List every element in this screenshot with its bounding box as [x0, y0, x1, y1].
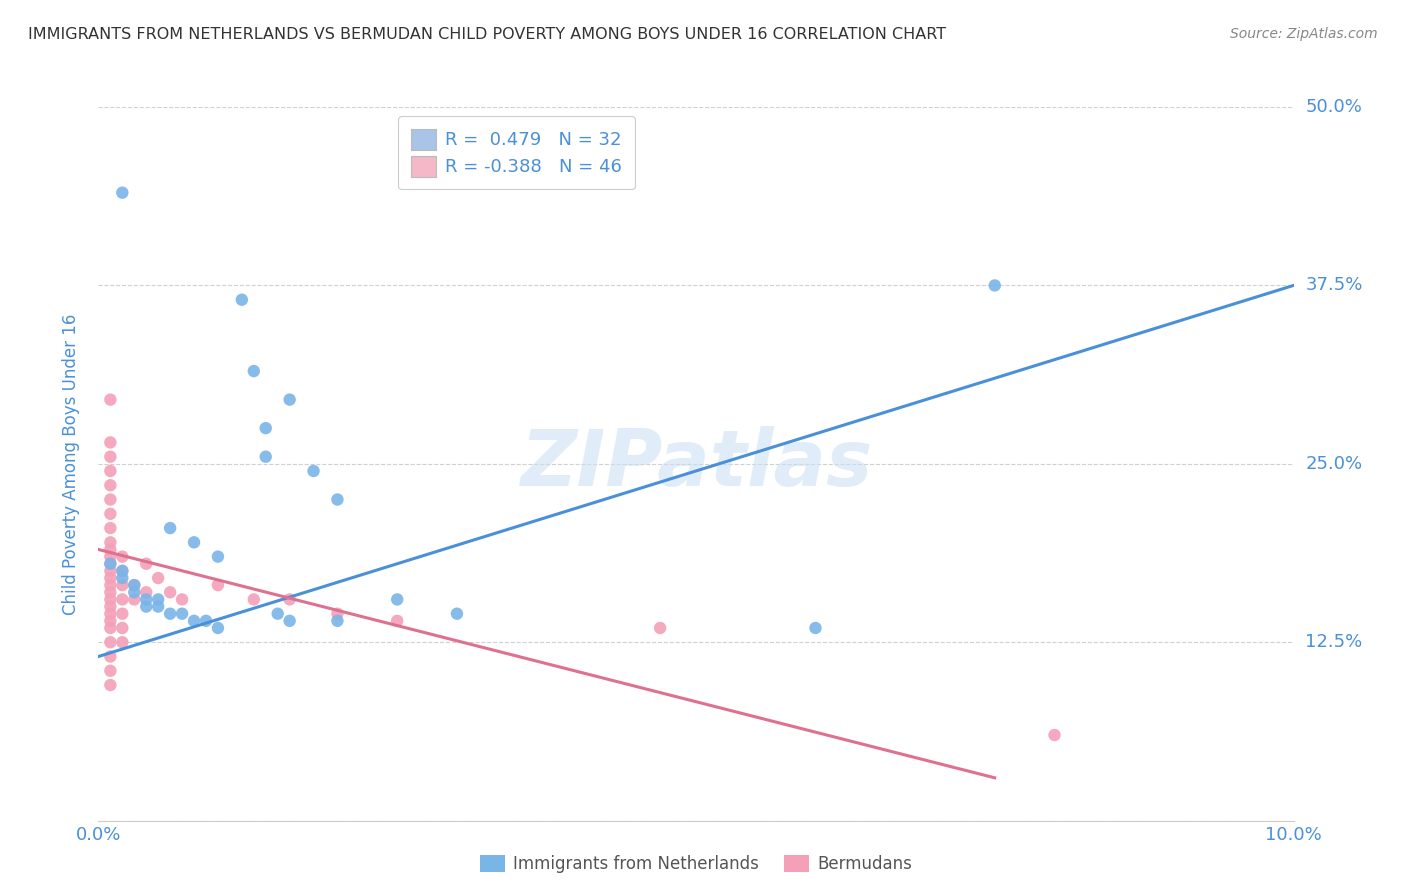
Text: ZIPatlas: ZIPatlas	[520, 425, 872, 502]
Point	[111, 186, 134, 200]
Point	[302, 464, 325, 478]
Point	[243, 592, 266, 607]
Point	[172, 607, 194, 621]
Point	[804, 621, 827, 635]
Point	[111, 564, 134, 578]
Point	[111, 621, 134, 635]
Point	[135, 585, 157, 599]
Point	[135, 592, 157, 607]
Point	[278, 614, 301, 628]
Point	[194, 614, 218, 628]
Point	[98, 649, 122, 664]
Point	[183, 614, 205, 628]
Point	[326, 607, 349, 621]
Point	[98, 621, 122, 635]
Point	[98, 564, 122, 578]
Point	[1043, 728, 1066, 742]
Point	[98, 535, 122, 549]
Point	[267, 607, 290, 621]
Point	[124, 592, 146, 607]
Point	[111, 592, 134, 607]
Legend: Immigrants from Netherlands, Bermudans: Immigrants from Netherlands, Bermudans	[472, 848, 920, 880]
Point	[159, 521, 181, 535]
Point	[111, 578, 134, 592]
Point	[98, 435, 122, 450]
Point	[148, 599, 170, 614]
Point	[98, 599, 122, 614]
Point	[98, 542, 122, 557]
Point	[98, 549, 122, 564]
Point	[207, 549, 229, 564]
Point	[98, 464, 122, 478]
Point	[159, 585, 181, 599]
Text: IMMIGRANTS FROM NETHERLANDS VS BERMUDAN CHILD POVERTY AMONG BOYS UNDER 16 CORREL: IMMIGRANTS FROM NETHERLANDS VS BERMUDAN …	[28, 27, 946, 42]
Point	[648, 621, 672, 635]
Point	[254, 450, 277, 464]
Point	[385, 592, 409, 607]
Point	[124, 578, 146, 592]
Point	[98, 678, 122, 692]
Point	[98, 492, 122, 507]
Point	[135, 599, 157, 614]
Point	[98, 450, 122, 464]
Point	[98, 392, 122, 407]
Point	[148, 592, 170, 607]
Point	[148, 571, 170, 585]
Point	[98, 521, 122, 535]
Point	[98, 635, 122, 649]
Point	[111, 607, 134, 621]
Point	[326, 614, 349, 628]
Y-axis label: Child Poverty Among Boys Under 16: Child Poverty Among Boys Under 16	[62, 313, 80, 615]
Point	[135, 557, 157, 571]
Point	[159, 607, 181, 621]
Text: 50.0%: 50.0%	[1305, 98, 1362, 116]
Point	[98, 557, 122, 571]
Point	[124, 585, 146, 599]
Point	[207, 578, 229, 592]
Point	[98, 478, 122, 492]
Point	[98, 592, 122, 607]
Point	[98, 664, 122, 678]
Point	[98, 571, 122, 585]
Point	[326, 492, 349, 507]
Point	[983, 278, 1005, 293]
Point	[278, 592, 301, 607]
Point	[111, 549, 134, 564]
Point	[172, 592, 194, 607]
Point	[385, 614, 409, 628]
Point	[446, 607, 468, 621]
Text: Source: ZipAtlas.com: Source: ZipAtlas.com	[1230, 27, 1378, 41]
Text: 25.0%: 25.0%	[1305, 455, 1362, 473]
Point	[111, 635, 134, 649]
Point	[98, 614, 122, 628]
Point	[98, 578, 122, 592]
Point	[98, 585, 122, 599]
Point	[111, 571, 134, 585]
Point	[111, 564, 134, 578]
Point	[231, 293, 253, 307]
Text: 37.5%: 37.5%	[1305, 277, 1362, 294]
Point	[243, 364, 266, 378]
Point	[124, 578, 146, 592]
Point	[98, 557, 122, 571]
Point	[254, 421, 277, 435]
Point	[278, 392, 301, 407]
Point	[98, 607, 122, 621]
Point	[98, 507, 122, 521]
Text: 12.5%: 12.5%	[1305, 633, 1362, 651]
Point	[183, 535, 205, 549]
Point	[207, 621, 229, 635]
